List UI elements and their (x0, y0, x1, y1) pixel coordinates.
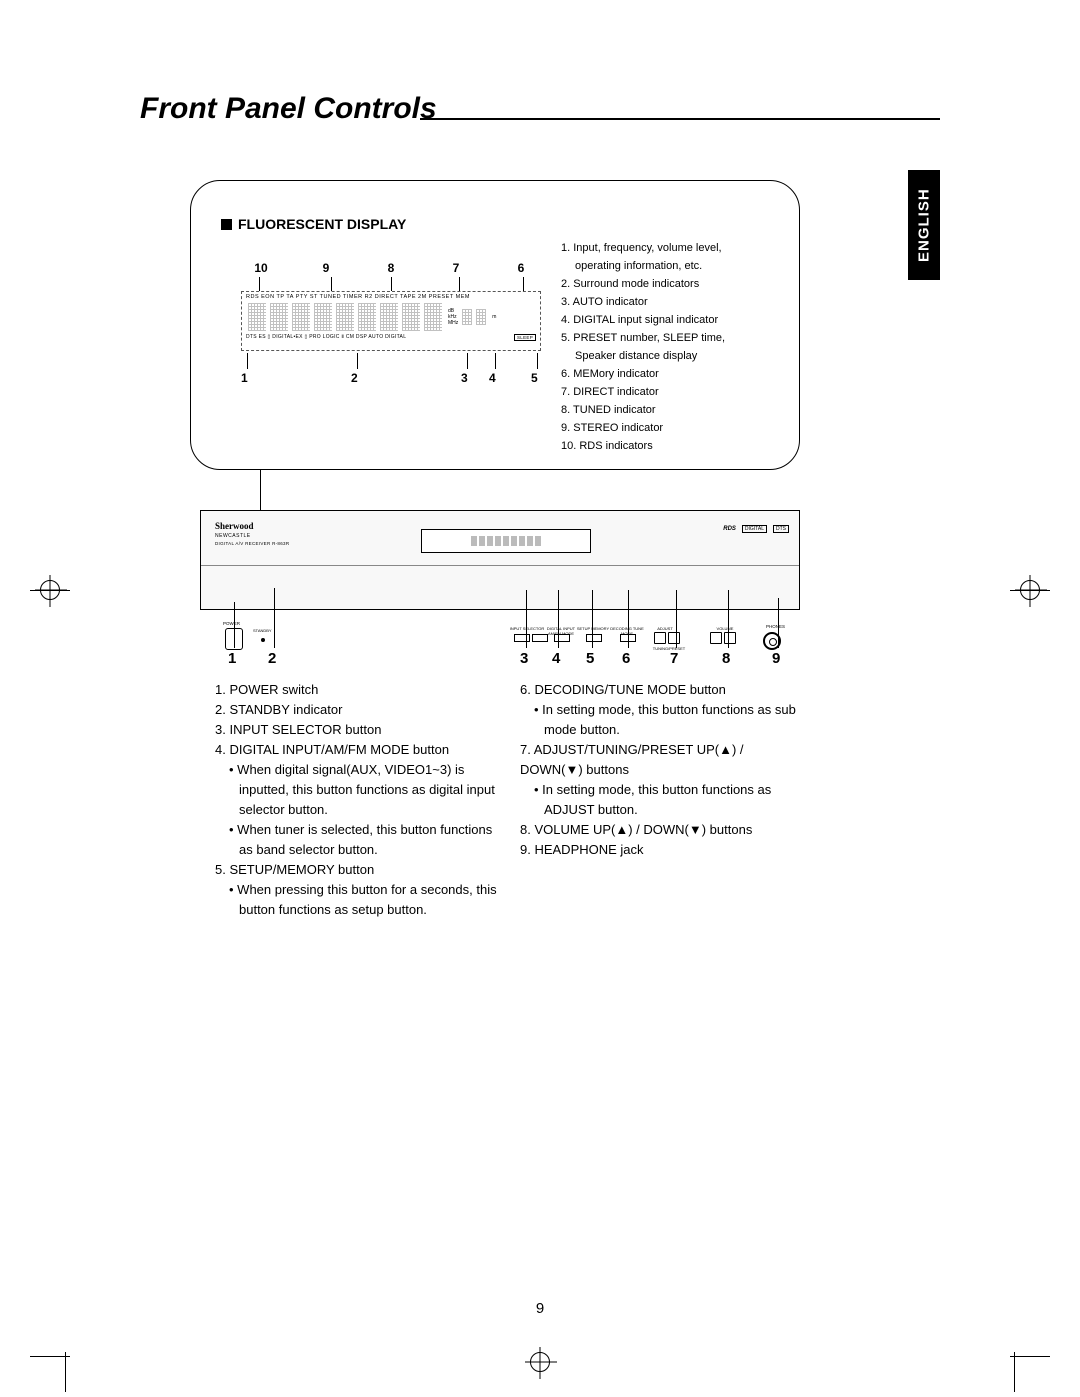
callout-num: 5 (531, 371, 538, 385)
leader-line (778, 598, 779, 648)
control-item: 1. POWER switch (215, 680, 500, 700)
leader-line (592, 590, 593, 648)
leader-line (526, 590, 527, 648)
fd-heading-text: FLUORESCENT DISPLAY (238, 216, 406, 232)
leader-line (628, 590, 629, 648)
manual-page: Front Panel Controls ENGLISH FLUORESCENT… (0, 0, 1080, 1397)
control-item: 2. STANDBY indicator (215, 700, 500, 720)
callout-num: 3 (461, 371, 468, 385)
control-note: In setting mode, this button functions a… (520, 700, 805, 740)
panel-display (421, 529, 591, 553)
control-descriptions: 1. POWER switch2. STANDBY indicator3. IN… (215, 680, 805, 920)
setup-button[interactable] (585, 634, 603, 642)
callout-num: 4 (489, 371, 496, 385)
control-note: When digital signal(AUX, VIDEO1~3) is in… (215, 760, 500, 820)
crop-mark (1010, 1356, 1050, 1357)
crop-mark (65, 1352, 66, 1392)
leader-line (459, 277, 460, 291)
right-column: 6. DECODING/TUNE MODE buttonIn setting m… (520, 680, 805, 920)
volume-buttons[interactable] (709, 632, 737, 644)
control-item: 4. DIGITAL INPUT/AM/FM MODE button (215, 740, 500, 760)
panel-logos: RDS DIGITAL DTS (723, 525, 789, 533)
callout-num: 10 (251, 261, 271, 275)
control-note: When pressing this button for a seconds,… (215, 880, 500, 920)
control-item: 3. INPUT SELECTOR button (215, 720, 500, 740)
square-bullet-icon (221, 219, 232, 230)
fd-top-callouts: 10 9 8 7 6 (251, 261, 531, 275)
leader-line (728, 590, 729, 648)
control-item: 8. VOLUME UP(▲) / DOWN(▼) buttons (520, 820, 805, 840)
page-title: Front Panel Controls (140, 92, 437, 126)
leader-line (247, 353, 248, 369)
fd-heading: FLUORESCENT DISPLAY (221, 216, 406, 232)
front-panel-diagram: Sherwood NEWCASTLE DIGITAL A/V RECEIVER … (200, 510, 800, 610)
language-tab: ENGLISH (908, 170, 940, 280)
display-indicator-row-top: RDS EON TP TA PTY ST TUNED TIMER R2 DIRE… (242, 292, 540, 300)
leader-line (467, 353, 468, 369)
standby-led-icon (261, 638, 265, 642)
model-label: DIGITAL A/V RECEIVER R-863R (215, 541, 289, 546)
title-rule (420, 118, 940, 120)
leader-line (259, 277, 260, 291)
control-item: 6. DECODING/TUNE MODE button (520, 680, 805, 700)
control-item: 9. HEADPHONE jack (520, 840, 805, 860)
leader-line (391, 277, 392, 291)
fluorescent-display-diagram: RDS EON TP TA PTY ST TUNED TIMER R2 DIRE… (241, 291, 541, 351)
page-number: 9 (536, 1300, 544, 1317)
control-item: 7. ADJUST/TUNING/PRESET UP(▲) / DOWN(▼) … (520, 740, 805, 780)
callout-num: 7 (446, 261, 466, 275)
segment-row: dB kHz MHz m (242, 300, 540, 334)
leader-line (495, 353, 496, 369)
leader-line (523, 277, 524, 291)
left-column: 1. POWER switch2. STANDBY indicator3. IN… (215, 680, 500, 920)
fluorescent-display-section: FLUORESCENT DISPLAY 10 9 8 7 6 RDS EON T… (190, 180, 800, 470)
control-item: 5. SETUP/MEMORY button (215, 860, 500, 880)
callout-num: 9 (316, 261, 336, 275)
leader-line (234, 602, 235, 648)
fd-legend: 1. Input, frequency, volume level, opera… (561, 239, 786, 455)
callout-num: 6 (511, 261, 531, 275)
registration-mark (40, 580, 60, 600)
leader-line (537, 353, 538, 369)
crop-mark (1014, 1352, 1015, 1392)
front-panel-section: Sherwood NEWCASTLE DIGITAL A/V RECEIVER … (200, 510, 800, 610)
callout-num: 8 (381, 261, 401, 275)
registration-mark (530, 1352, 550, 1372)
callout-num: 1 (241, 371, 248, 385)
leader-line (558, 590, 559, 648)
control-note: In setting mode, this button functions a… (520, 780, 805, 820)
crop-mark (30, 1356, 70, 1357)
subbrand-label: NEWCASTLE (215, 533, 251, 539)
leader-line (676, 590, 677, 648)
leader-line (357, 353, 358, 369)
callout-num: 2 (351, 371, 358, 385)
leader-line (331, 277, 332, 291)
control-note: When tuner is selected, this button func… (215, 820, 500, 860)
registration-mark (1020, 580, 1040, 600)
brand-label: Sherwood (215, 521, 254, 531)
display-indicator-row-bottom: DTS ES ▯ DIGITAL•EX ▯ PRO LOGIC Ⅱ CM DSP… (242, 334, 540, 343)
leader-line (274, 588, 275, 648)
